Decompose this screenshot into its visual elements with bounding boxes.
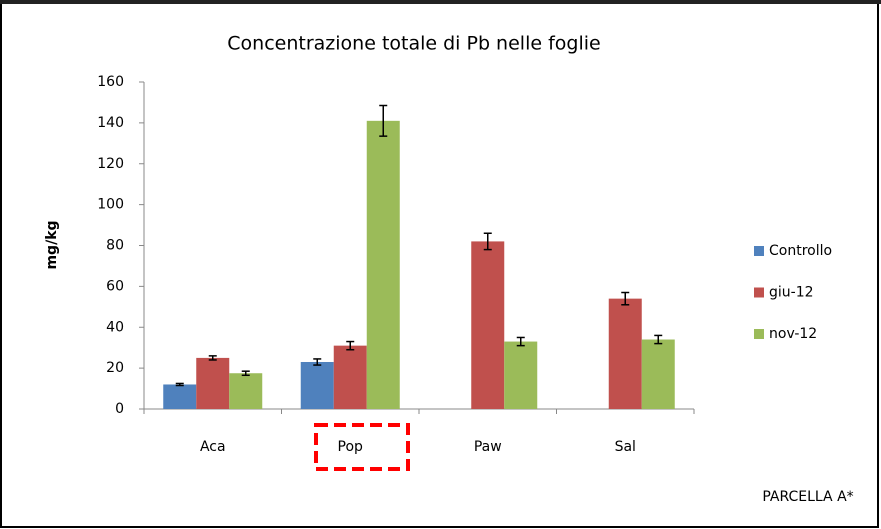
error-bar [208,355,217,361]
chart-title: Concentrazione totale di Pb nelle foglie [227,33,600,55]
error-bar [313,358,322,366]
x-tick-label: Paw [474,439,502,455]
bar [196,357,230,409]
y-tick-label: 120 [97,156,124,172]
y-tick-label: 140 [97,115,124,131]
bar [163,384,197,409]
error-bar [483,232,492,251]
legend-label: Controllo [769,243,832,259]
bar [366,120,400,410]
y-tick-label: 60 [106,278,124,294]
bar [300,361,334,409]
legend-label: nov-12 [769,326,817,342]
y-tick-label: 20 [106,360,124,376]
bar [471,241,505,409]
error-bar [379,104,388,137]
annotation: PARCELLA A* [762,489,853,505]
y-tick-label: 80 [106,238,124,254]
error-bar [175,382,184,387]
x-tick-label: Pop [338,439,364,455]
bar [608,298,642,409]
error-bar [346,340,355,351]
bar [229,373,263,409]
legend-swatch [754,246,764,256]
y-tick-label: 100 [97,197,124,213]
x-tick-label: Sal [615,439,636,455]
legend-swatch [754,329,764,339]
error-bar [516,336,525,347]
bar [641,339,675,409]
y-tick-label: 0 [115,401,124,417]
x-tick-label: Aca [200,439,226,455]
y-axis-label: mg/kg [44,220,60,269]
bar [504,341,538,409]
y-tick-label: 40 [106,319,124,335]
bar [333,345,367,409]
error-bar [621,291,630,306]
y-tick-label: 160 [97,74,124,90]
legend-label: giu-12 [769,285,814,301]
highlight-box [314,423,410,471]
legend-swatch [754,287,764,298]
error-bar [654,334,663,345]
error-bar [241,370,250,377]
